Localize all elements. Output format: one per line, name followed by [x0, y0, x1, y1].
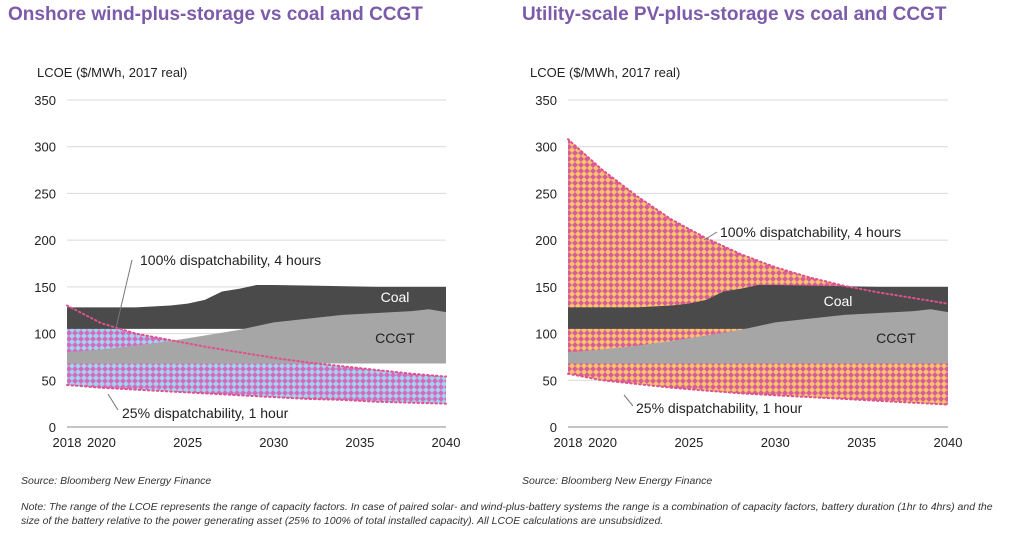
y-tick-label: 100 [34, 327, 56, 342]
y-tick-label: 200 [535, 233, 557, 248]
pv-storage-chart: LCOE ($/MWh, 2017 real) 0 50 100 150 200 250 3… [530, 65, 962, 450]
chart-title-left: Onshore wind-plus-storage vs coal and CC… [8, 4, 423, 25]
y-tick-label: 200 [34, 233, 56, 248]
annotation-leader [623, 394, 634, 407]
y-tick-label: 250 [535, 186, 557, 201]
chart-title-right: Utility-scale PV-plus-storage vs coal an… [522, 4, 947, 25]
lower-boundary-line [567, 372, 949, 406]
plot-area: 0 50 100 150 200 250 300 350 2018 2020 2025 2030 203… [535, 93, 962, 450]
plot-area: 0 50 100 150 200 250 300 350 2018 2020 2025 2030 203… [34, 93, 460, 450]
y-tick-label: 350 [535, 93, 557, 108]
annotation-label: CCGT [876, 330, 916, 346]
annotation-label: 25% dispatchability, 1 hour [636, 400, 803, 416]
y-tick-label: 100 [535, 327, 557, 342]
annotation-label: 100% dispatchability, 4 hours [140, 252, 321, 268]
x-tick-label: 2030 [761, 435, 790, 450]
lower-boundary-line [66, 383, 447, 405]
y-tick-label: 150 [34, 280, 56, 295]
x-tick-label: 2035 [345, 435, 374, 450]
annotation-leader [703, 231, 718, 241]
x-tick-label: 2018 [53, 435, 82, 450]
y-tick-label: 300 [535, 140, 557, 155]
annotation-label: Coal [381, 289, 410, 305]
x-tick-label: 2025 [674, 435, 703, 450]
annotation-label: 100% dispatchability, 4 hours [720, 224, 901, 240]
ccgt-area [568, 309, 948, 364]
wind-storage-chart: LCOE ($/MWh, 2017 real) 0 50 100 150 200 250 3… [34, 65, 460, 450]
footnote: Note: The range of the LCOE represents t… [21, 501, 993, 527]
y-axis-label: LCOE ($/MWh, 2017 real) [530, 65, 680, 80]
storage-range-area [67, 305, 446, 404]
annotation-label: CCGT [375, 330, 415, 346]
annotation-label: Coal [824, 293, 853, 309]
x-tick-label: 2020 [588, 435, 617, 450]
y-tick-label: 50 [543, 373, 557, 388]
y-tick-label: 350 [34, 93, 56, 108]
storage-range-area [568, 139, 948, 405]
annotation-label: 25% dispatchability, 1 hour [122, 405, 289, 421]
y-axis-label: LCOE ($/MWh, 2017 real) [37, 65, 187, 80]
upper-boundary-line [66, 304, 447, 378]
annotation-leader [115, 259, 133, 329]
x-tick-label: 2040 [432, 435, 461, 450]
source-right: Source: Bloomberg New Energy Finance [522, 475, 713, 487]
y-tick-label: 0 [550, 420, 557, 435]
y-tick-label: 150 [535, 280, 557, 295]
y-tick-label: 300 [34, 140, 56, 155]
y-tick-label: 50 [42, 373, 56, 388]
x-tick-label: 2040 [934, 435, 963, 450]
x-tick-label: 2030 [259, 435, 288, 450]
y-tick-label: 250 [34, 186, 56, 201]
source-left: Source: Bloomberg New Energy Finance [21, 475, 212, 487]
y-tick-label: 0 [49, 420, 56, 435]
ccgt-area [67, 309, 446, 364]
x-tick-label: 2025 [173, 435, 202, 450]
upper-boundary-line [567, 138, 949, 305]
x-tick-label: 2035 [847, 435, 876, 450]
x-tick-label: 2018 [554, 435, 583, 450]
x-tick-label: 2020 [87, 435, 116, 450]
annotation-leader [107, 393, 119, 411]
